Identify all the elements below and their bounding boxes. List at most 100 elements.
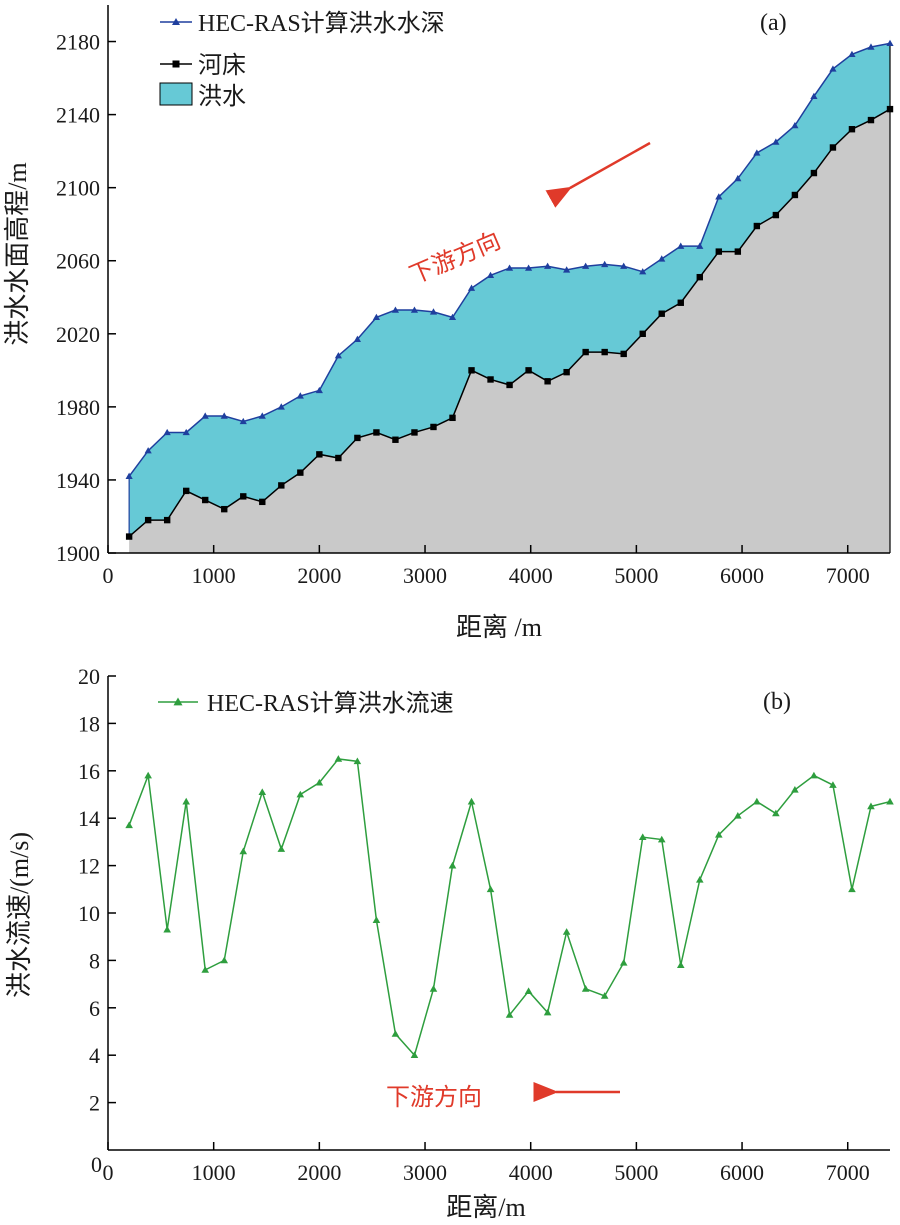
riverbed-point: [848, 126, 856, 133]
velocity-point: [220, 956, 229, 964]
velocity-point: [886, 797, 894, 805]
water-surface-point: [601, 260, 609, 268]
velocity-point: [676, 961, 685, 968]
velocity-point: [657, 835, 666, 843]
water-surface-point: [620, 262, 628, 269]
riverbed-point: [753, 222, 761, 230]
panel-b-y-tick-label: 8: [89, 948, 100, 973]
legend-velocity-label: HEC-RAS计算洪水流速: [207, 690, 454, 717]
panel-b-label: (b): [763, 689, 791, 715]
panel-b-x-tick-label: 4000: [509, 1160, 553, 1185]
water-surface-point: [125, 472, 133, 479]
velocity-point: [715, 830, 723, 838]
velocity-point: [182, 797, 190, 805]
water-surface-point: [429, 308, 438, 315]
legend-flood-label: 洪水: [198, 83, 246, 110]
panel-a-x-tick-label: 5000: [614, 563, 658, 588]
water-surface-point: [734, 174, 742, 182]
velocity-point: [695, 876, 704, 883]
panel-a-direction-arrow-icon: [545, 141, 651, 208]
panel-a-elevation-chart: 0 1000 2000 3000 4000 5000 6000 7000 1900 1940 198…: [3, 5, 894, 642]
water-surface-point: [372, 313, 381, 321]
water-surface-point: [715, 193, 723, 200]
water-surface-point: [144, 447, 152, 454]
water-surface-point: [658, 255, 666, 262]
panel-a-y-tick-label: 2140: [56, 103, 100, 128]
velocity-point: [296, 790, 305, 798]
velocity-point: [410, 1051, 419, 1059]
panel-b-x-tick-label: 1000: [192, 1160, 236, 1185]
riverbed-point: [125, 533, 133, 540]
riverbed-point: [525, 367, 532, 374]
velocity-point: [600, 992, 609, 999]
velocity-point: [353, 757, 362, 765]
riverbed-point: [468, 367, 475, 374]
riverbed-point: [259, 498, 266, 506]
water-surface-point: [163, 428, 171, 436]
riverbed-point: [430, 423, 437, 431]
velocity-point: [581, 985, 590, 992]
water-surface-point: [353, 335, 361, 342]
velocity-line: [128, 758, 891, 1057]
panel-b-y-tick-label: 4: [89, 1043, 100, 1068]
water-surface-point: [505, 264, 514, 271]
water-surface-point: [258, 412, 266, 419]
panel-b-x-tick-label: 0: [103, 1160, 114, 1185]
velocity-point: [201, 966, 210, 973]
water-surface-point: [239, 417, 247, 425]
riverbed-point: [715, 248, 723, 255]
water-surface-point: [277, 403, 285, 410]
water-surface-point: [182, 428, 190, 436]
velocity-point: [791, 785, 799, 793]
velocity-point: [619, 958, 628, 966]
panel-a-y-tick-label: 2100: [56, 176, 100, 201]
panel-a-x-tick-label: 1000: [192, 563, 236, 588]
riverbed-point: [677, 299, 684, 306]
panel-b-y-tick-label: 10: [78, 901, 100, 926]
water-surface-point: [544, 262, 552, 269]
water-surface-point: [448, 313, 457, 321]
panel-b-x-axis-title: 距离/m: [446, 1193, 525, 1222]
velocity-point: [429, 985, 438, 992]
riverbed-point: [183, 487, 190, 495]
panel-a-y-tick-label: 2060: [56, 249, 100, 274]
water-surface-point: [677, 242, 685, 249]
water-surface-point: [753, 149, 761, 156]
panel-b-x-tick-label: 6000: [720, 1160, 764, 1185]
riverbed-point: [487, 376, 494, 383]
panel-a-y-tick-label: 2180: [56, 30, 100, 55]
panel-b-x-tick-label: 7000: [826, 1160, 870, 1185]
riverbed-point: [563, 368, 570, 376]
velocity-point: [810, 771, 818, 779]
water-surface-point: [829, 65, 837, 72]
panel-b-legend: HEC-RAS计算洪水流速: [158, 690, 454, 717]
velocity-point: [772, 809, 780, 817]
panel-b-y-tick-label: 14: [78, 806, 100, 831]
riverbed-point: [639, 330, 646, 337]
water-surface-point: [486, 271, 495, 279]
velocity-point: [467, 797, 476, 805]
panel-a-y-axis-title: 洪水水面高程/m: [3, 162, 32, 345]
panel-b-y-tick-label: 20: [78, 664, 100, 689]
water-surface-point: [772, 138, 780, 145]
velocity-point: [638, 833, 647, 841]
water-surface-point: [201, 412, 209, 419]
water-surface-point: [315, 386, 323, 394]
riverbed-point: [829, 144, 837, 151]
panel-a-axes: 0 1000 2000 3000 4000 5000 6000 7000 1900 1940 198…: [56, 5, 890, 588]
legend-riverbed-label: 河床: [198, 52, 246, 79]
velocity-point: [315, 778, 324, 786]
riverbed-point: [240, 493, 247, 500]
water-surface-point: [296, 392, 304, 399]
velocity-point: [125, 821, 133, 829]
water-surface-point: [886, 39, 894, 47]
velocity-point: [372, 916, 381, 923]
water-surface-point: [467, 284, 476, 291]
panel-a-x-tick-label: 7000: [826, 563, 870, 588]
water-surface-point: [791, 121, 799, 129]
panel-b-origin-label: 0: [91, 1152, 102, 1177]
water-surface-point: [582, 262, 590, 269]
velocity-point: [562, 928, 571, 935]
water-surface-point: [220, 412, 228, 419]
velocity-point: [524, 987, 533, 995]
